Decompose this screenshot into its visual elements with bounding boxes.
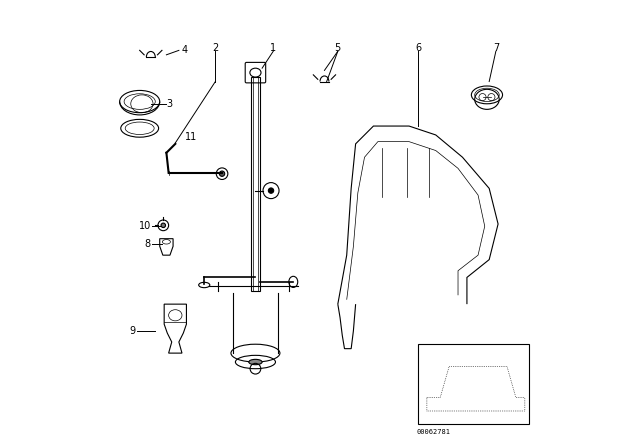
Circle shape	[161, 223, 166, 228]
Text: 4: 4	[181, 45, 188, 56]
Text: 9: 9	[129, 326, 135, 336]
Text: 1: 1	[270, 43, 276, 53]
Text: 3: 3	[166, 99, 173, 109]
Circle shape	[268, 188, 274, 193]
Text: 7: 7	[493, 43, 499, 53]
Text: 11: 11	[185, 132, 197, 142]
Text: 00062781: 00062781	[417, 429, 451, 435]
Text: 2: 2	[212, 43, 218, 53]
Text: 10: 10	[139, 221, 151, 231]
Text: 6: 6	[415, 43, 421, 53]
Text: 8: 8	[145, 239, 151, 249]
Ellipse shape	[249, 359, 262, 365]
Text: 5: 5	[335, 43, 341, 53]
Circle shape	[220, 171, 225, 177]
Bar	[418, 344, 529, 424]
